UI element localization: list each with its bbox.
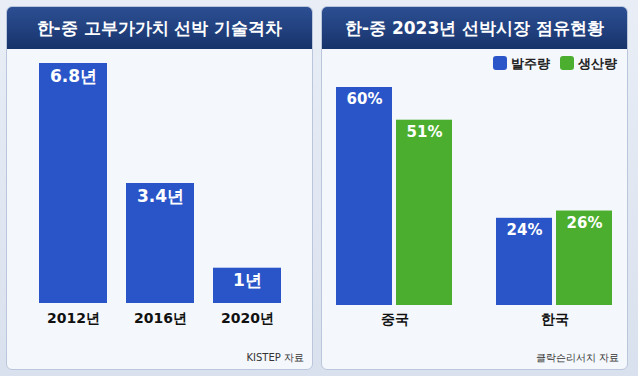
svg-text:3.4년: 3.4년 xyxy=(137,186,184,206)
svg-text:26%: 26% xyxy=(567,214,603,232)
svg-text:24%: 24% xyxy=(507,221,543,239)
html-text:클락슨리서치 자료: 클락슨리서치 자료 xyxy=(535,352,619,363)
svg-text:6.8년: 6.8년 xyxy=(50,66,97,86)
svg-text:2016년: 2016년 xyxy=(134,310,187,326)
html-text:발주량: 발주량 xyxy=(511,56,550,71)
svg-text:2020년: 2020년 xyxy=(221,310,274,326)
svg-text:중국: 중국 xyxy=(381,311,409,327)
svg-text:1년: 1년 xyxy=(233,270,262,290)
svg-text:2012년: 2012년 xyxy=(47,310,100,326)
svg-text:51%: 51% xyxy=(407,123,443,141)
html-text:KISTEP 자료: KISTEP 자료 xyxy=(246,352,304,363)
html-text:한-중 고부가가치 선박 기술격차: 한-중 고부가가치 선박 기술격차 xyxy=(36,17,283,38)
html-text:한-중 2023년 선박시장 점유현황: 한-중 2023년 선박시장 점유현황 xyxy=(344,17,605,38)
svg-text:한국: 한국 xyxy=(541,311,569,327)
html-text:생산량: 생산량 xyxy=(578,56,617,71)
svg-text:60%: 60% xyxy=(347,90,383,108)
